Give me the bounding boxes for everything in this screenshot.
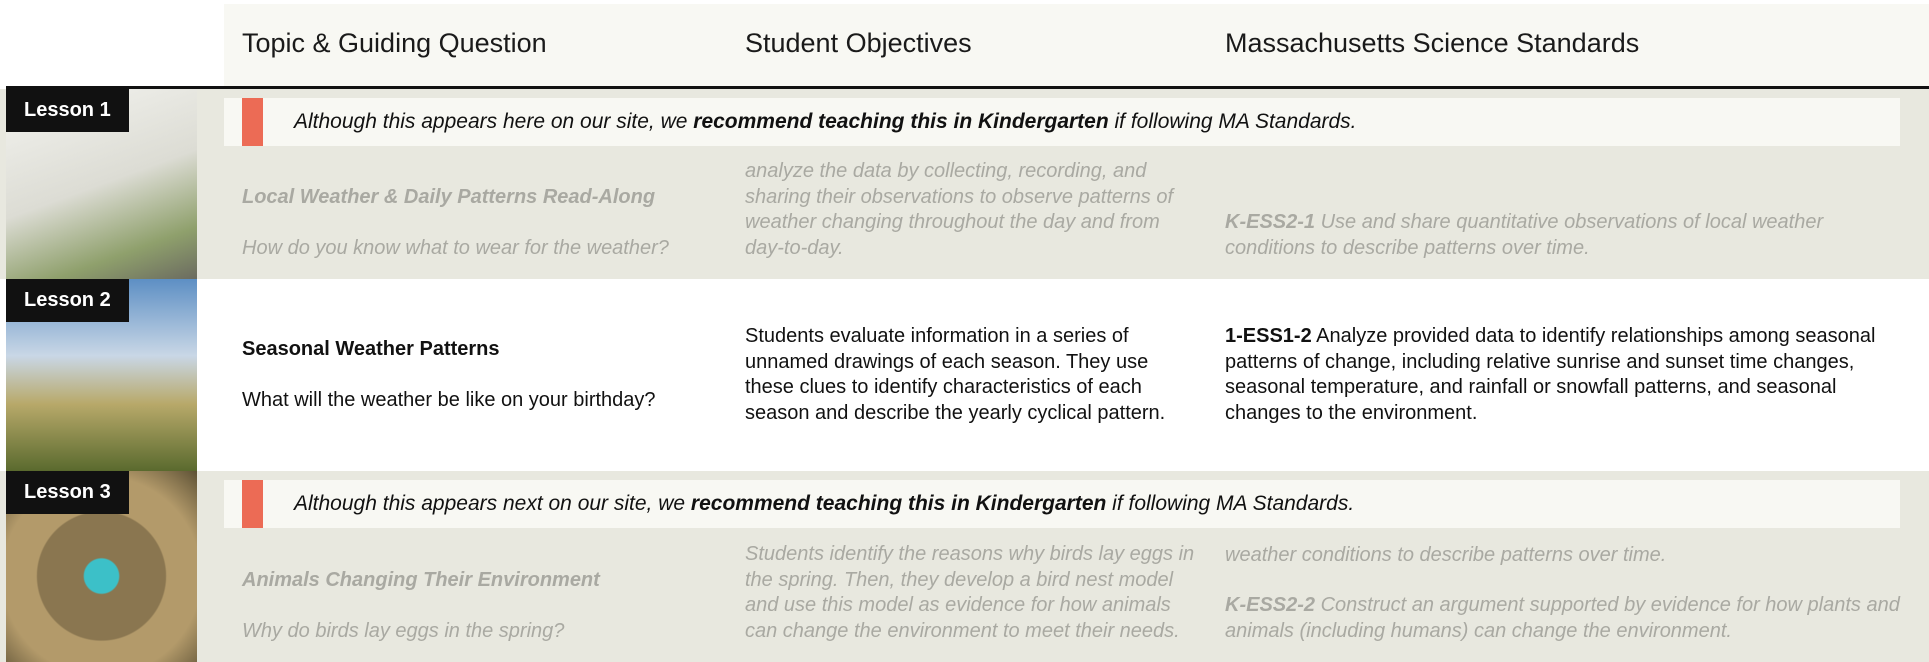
lesson-row: Lesson 2 Seasonal Weather Patterns What wi… xyxy=(0,279,1929,471)
standard-text: Construct an argument supported by evide… xyxy=(1225,594,1900,642)
standard: K-ESS2-2 Construct an argument supported… xyxy=(1225,593,1910,644)
notice-accent xyxy=(242,98,263,146)
standard-code: 1-ESS1-2 xyxy=(1225,325,1312,347)
lesson-row: Lesson 1 Local Weather & Daily Patterns R… xyxy=(0,89,1929,279)
topic-cell: Local Weather & Daily Patterns Read-Alon… xyxy=(242,89,712,279)
column-header: Student Objectives xyxy=(745,28,972,58)
lesson-label: Lesson 1 xyxy=(6,89,129,132)
objectives: Students evaluate information in a serie… xyxy=(745,325,1166,424)
header xyxy=(224,4,1929,86)
standard-code: K-ESS2-2 xyxy=(1225,594,1316,616)
notice-bold: recommend teaching this in Kindergarten xyxy=(690,492,1107,515)
notice-text: Although this appears next on our site, … xyxy=(294,492,1354,516)
standard: K-ESS2-1 Use and share quantitative obse… xyxy=(1225,210,1910,261)
notice-banner: Although this appears next on our site, … xyxy=(224,480,1900,528)
guiding-question: Why do birds lay eggs in the spring? xyxy=(242,619,565,642)
standard-text: weather conditions to describe patterns … xyxy=(1225,543,1667,566)
objectives-cell: Students identify the reasons why birds … xyxy=(745,471,1195,662)
column-header: Topic & Guiding Question xyxy=(242,28,547,58)
spacer xyxy=(242,363,712,388)
objectives: analyze the data by collecting, recordin… xyxy=(745,160,1174,259)
notice-text: Although this appears here on our site, … xyxy=(294,110,1357,134)
lesson-image: Lesson 2 xyxy=(6,279,197,471)
topic-cell: Animals Changing Their Environment Why do… xyxy=(242,471,712,662)
column-header: Massachusetts Science Standards xyxy=(1225,28,1640,58)
lesson-title: Seasonal Weather Patterns xyxy=(242,338,500,360)
standards-cell: 1-ESS1-2 Analyze provided data to identi… xyxy=(1225,279,1910,471)
lesson-image: Lesson 3 xyxy=(6,471,197,662)
lesson-image: Lesson 1 xyxy=(6,89,197,279)
notice-banner: Although this appears here on our site, … xyxy=(224,98,1900,146)
standard-text: Analyze provided data to identify relati… xyxy=(1225,325,1876,424)
spacer xyxy=(1225,568,1910,593)
standard: weather conditions to describe patterns … xyxy=(1225,543,1910,569)
guiding-question: What will the weather be like on your bi… xyxy=(242,388,656,411)
lesson-title: Local Weather & Daily Patterns Read-Alon… xyxy=(242,186,656,208)
standards-cell: K-ESS2-1 Use and share quantitative obse… xyxy=(1225,89,1910,279)
notice-before: Although this appears next on our site, … xyxy=(294,492,686,515)
objectives-cell: analyze the data by collecting, recordin… xyxy=(745,89,1195,279)
standards-cell: weather conditions to describe patterns … xyxy=(1225,471,1910,662)
guiding-question: How do you know what to wear for the wea… xyxy=(242,236,669,259)
notice-after: if following MA Standards. xyxy=(1112,492,1355,515)
lesson-row: Lesson 3 Animals Changing Their Environme… xyxy=(0,471,1929,662)
spacer xyxy=(242,211,712,236)
standard-text: Use and share quantitative observations … xyxy=(1225,211,1824,259)
notice-accent xyxy=(242,480,263,528)
notice-after: if following MA Standards. xyxy=(1114,110,1357,133)
objectives-cell: Students evaluate information in a serie… xyxy=(745,279,1195,471)
standard-code: K-ESS2-1 xyxy=(1225,211,1316,233)
lesson-label: Lesson 2 xyxy=(6,279,129,322)
objectives: Students identify the reasons why birds … xyxy=(745,543,1195,642)
notice-bold: recommend teaching this in Kindergarten xyxy=(693,110,1109,133)
notice-before: Although this appears here on our site, … xyxy=(294,110,688,133)
spacer xyxy=(242,594,712,619)
lesson-label: Lesson 3 xyxy=(6,471,129,514)
standard: 1-ESS1-2 Analyze provided data to identi… xyxy=(1225,324,1910,426)
topic-cell: Seasonal Weather Patterns What will the w… xyxy=(242,279,712,471)
lesson-title: Animals Changing Their Environment xyxy=(242,569,600,591)
